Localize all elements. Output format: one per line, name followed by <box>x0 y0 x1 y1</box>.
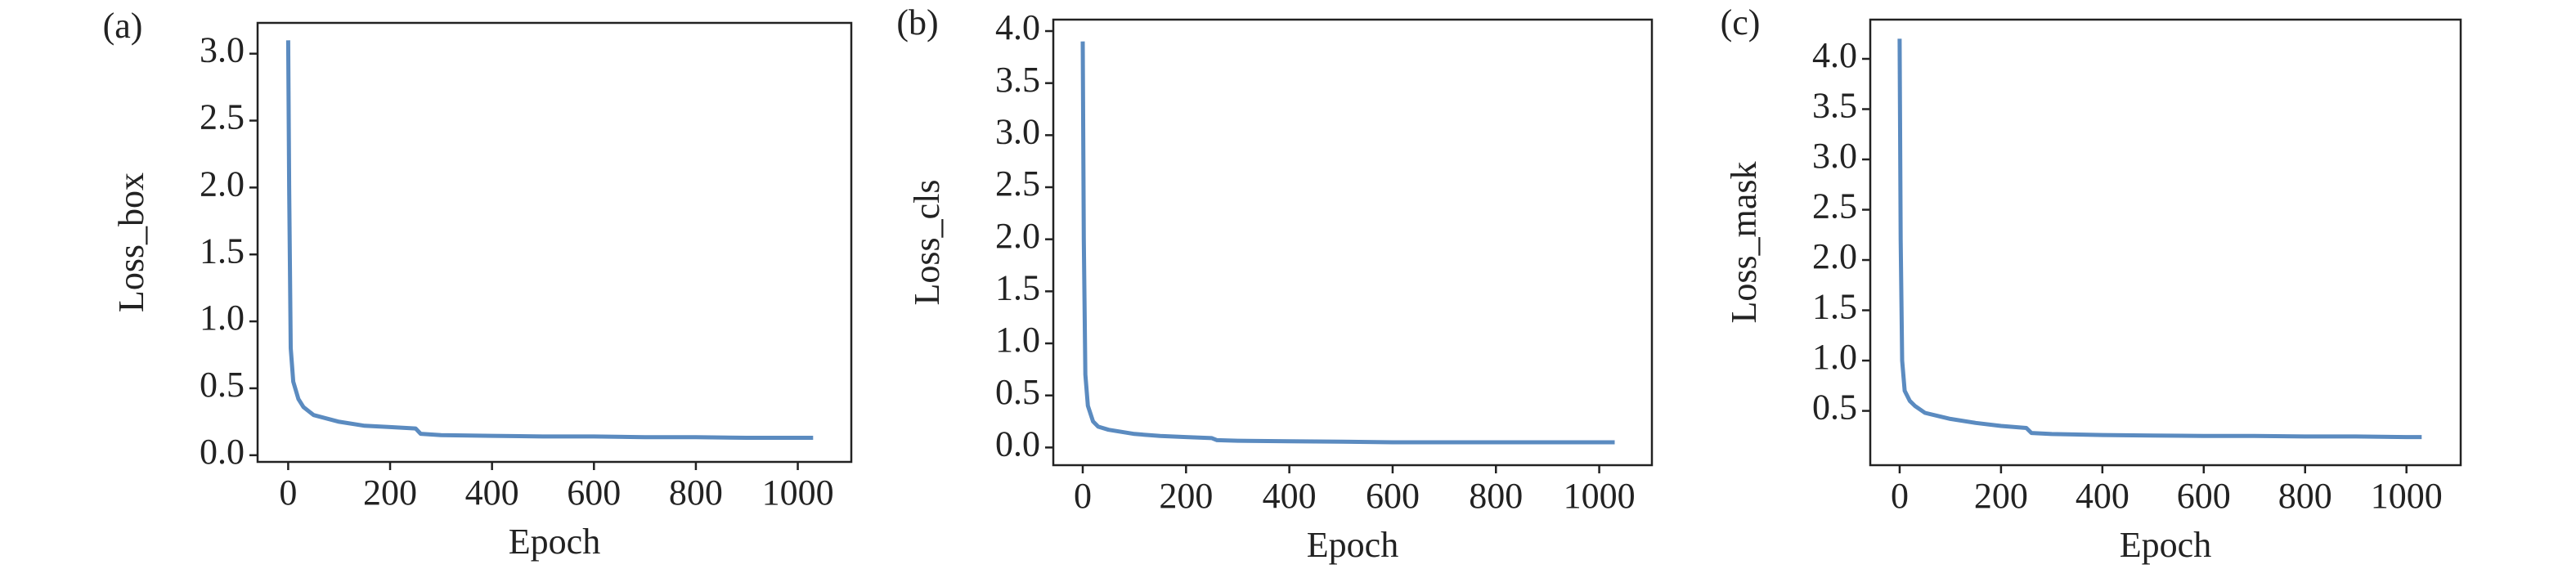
x-tick-label: 600 <box>1366 476 1420 516</box>
panel-label: (b) <box>896 2 938 43</box>
x-tick-label: 200 <box>1159 476 1213 516</box>
y-tick-label: 2.0 <box>1812 236 1857 276</box>
y-axis-label: Loss_box <box>111 173 151 312</box>
plot-frame <box>1052 18 1654 467</box>
x-tick-label: 400 <box>465 473 519 513</box>
y-axis-label: Loss_cls <box>907 180 947 306</box>
x-tick-label: 600 <box>567 473 621 513</box>
x-axis-label: Epoch <box>2120 525 2211 565</box>
y-axis-label: Loss_mask <box>1724 162 1764 324</box>
x-tick-label: 800 <box>1469 476 1523 516</box>
plot-frame <box>1869 18 2462 467</box>
y-tick-label: 1.0 <box>1812 337 1857 377</box>
x-tick-label: 0 <box>1074 476 1092 516</box>
y-tick-label: 2.5 <box>200 97 245 137</box>
y-tick-label: 2.0 <box>200 164 245 204</box>
x-tick-label: 0 <box>279 473 297 513</box>
y-tick-label: 2.5 <box>1812 186 1857 226</box>
y-tick-label: 4.0 <box>1812 35 1857 75</box>
y-tick-label: 2.5 <box>995 164 1040 204</box>
x-tick-label: 600 <box>2177 476 2231 516</box>
loss-line <box>1080 41 1615 445</box>
x-tick-label: 0 <box>1891 476 1909 516</box>
y-tick-label: 2.0 <box>995 216 1040 256</box>
x-tick-label: 800 <box>669 473 723 513</box>
y-tick-label: 3.0 <box>1812 136 1857 176</box>
y-tick-label: 1.5 <box>200 231 245 271</box>
y-tick-label: 1.0 <box>200 298 245 338</box>
loss-line <box>1897 38 2422 440</box>
x-tick-label: 400 <box>1263 476 1317 516</box>
x-tick-label: 200 <box>1974 476 2028 516</box>
panel-label: (c) <box>1721 2 1761 43</box>
y-tick-label: 3.0 <box>995 111 1040 151</box>
plot-frame <box>256 21 853 464</box>
x-tick-label: 1000 <box>2371 476 2443 516</box>
y-tick-label: 3.5 <box>995 60 1040 100</box>
y-tick-label: 1.0 <box>995 320 1040 360</box>
panel-label: (a) <box>103 6 143 46</box>
y-tick-label: 3.5 <box>1812 86 1857 126</box>
y-tick-label: 0.5 <box>1812 388 1857 428</box>
y-tick-label: 0.5 <box>200 365 245 405</box>
y-tick-label: 4.0 <box>995 7 1040 47</box>
x-tick-label: 1000 <box>762 473 834 513</box>
y-tick-label: 1.5 <box>995 267 1040 307</box>
x-axis-label: Epoch <box>1307 525 1398 565</box>
y-tick-label: 0.0 <box>995 423 1040 464</box>
x-axis-label: Epoch <box>509 522 600 562</box>
y-tick-label: 3.0 <box>200 30 245 70</box>
y-tick-label: 1.5 <box>1812 287 1857 327</box>
x-tick-label: 200 <box>363 473 417 513</box>
x-tick-label: 1000 <box>1564 476 1636 516</box>
y-tick-label: 0.0 <box>200 432 245 472</box>
x-tick-label: 400 <box>2076 476 2129 516</box>
x-tick-label: 800 <box>2278 476 2332 516</box>
y-tick-label: 0.5 <box>995 372 1040 412</box>
loss-line <box>285 40 814 440</box>
